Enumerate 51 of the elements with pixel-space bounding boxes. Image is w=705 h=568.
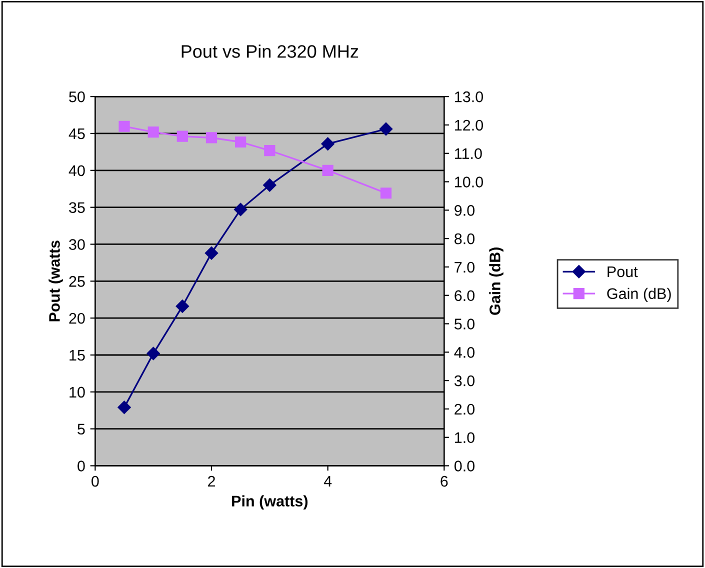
y-tick-label: 10 [70, 386, 85, 398]
y2-tick-label: 3.0 [454, 375, 475, 386]
y-tick-label: 25 [69, 276, 85, 287]
x-tick-label: 4 [324, 476, 332, 487]
legend-label: Gain (dB) [607, 288, 671, 302]
y-tick-label: 35 [69, 202, 85, 214]
point [206, 132, 218, 144]
y2-tick-label: 2.0 [454, 404, 475, 415]
y-tick-label: 5 [78, 424, 85, 435]
point [235, 136, 246, 148]
y2-tick-label: 10.0 [455, 176, 484, 188]
y2-tick-label: 8.0 [454, 233, 475, 244]
y-axis-title: Pout (watts [48, 240, 63, 322]
point [204, 246, 218, 260]
y-tick-label: 40 [68, 165, 85, 176]
y2-tick-label: 1.0 [455, 432, 475, 444]
y-tick-label: 20 [69, 312, 85, 324]
y2-tick-label: 9.0 [454, 205, 475, 216]
point [146, 346, 160, 360]
point [118, 120, 130, 132]
x-tick-label: 2 [208, 476, 215, 487]
point [321, 137, 334, 150]
point [264, 144, 276, 156]
chart-title: Pout vs Pin 2320 MHz [182, 44, 358, 58]
point [263, 178, 276, 192]
point [176, 130, 188, 142]
y-tick-label: 0 [78, 460, 85, 472]
x-tick-label: 6 [440, 476, 448, 487]
x-tick-label: 0 [92, 476, 99, 487]
y2-tick-label: 12.0 [455, 120, 484, 131]
y-tick-label: 15 [70, 350, 85, 361]
point [118, 400, 131, 414]
y2-axis-title: Gain (dB) [489, 248, 504, 315]
point [380, 188, 392, 199]
y-tick-label: 30 [69, 239, 85, 250]
point [148, 126, 159, 138]
point [379, 122, 393, 136]
y2-tick-label: 11.0 [455, 148, 482, 160]
y2-tick-label: 4.0 [454, 347, 475, 358]
x-axis-title: Pin (watts) [232, 495, 308, 510]
point [234, 202, 248, 216]
point [176, 300, 190, 313]
y2-tick-label: 0.0 [454, 460, 475, 472]
y-tick-label: 50 [69, 91, 85, 102]
legend-label: Pout [608, 266, 638, 278]
y-tick-label: 45 [68, 128, 85, 140]
y2-tick-label: 5.0 [454, 318, 475, 330]
point [322, 164, 334, 176]
y2-tick-label: 6.0 [454, 290, 475, 302]
y2-tick-label: 7.0 [454, 262, 475, 273]
y2-tick-label: 13.0 [455, 91, 484, 102]
